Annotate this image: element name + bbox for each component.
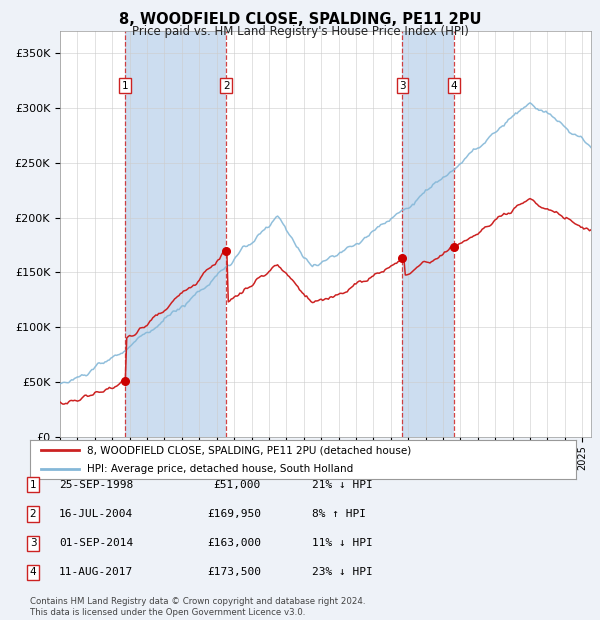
Text: 01-SEP-2014: 01-SEP-2014 xyxy=(59,538,133,548)
Text: Price paid vs. HM Land Registry's House Price Index (HPI): Price paid vs. HM Land Registry's House … xyxy=(131,25,469,38)
Text: HPI: Average price, detached house, South Holland: HPI: Average price, detached house, Sout… xyxy=(88,464,353,474)
Text: 2: 2 xyxy=(223,81,229,91)
Text: 16-JUL-2004: 16-JUL-2004 xyxy=(59,509,133,519)
Text: 8% ↑ HPI: 8% ↑ HPI xyxy=(312,509,366,519)
Text: 11% ↓ HPI: 11% ↓ HPI xyxy=(312,538,373,548)
Text: 21% ↓ HPI: 21% ↓ HPI xyxy=(312,480,373,490)
Text: £173,500: £173,500 xyxy=(207,567,261,577)
Text: £163,000: £163,000 xyxy=(207,538,261,548)
Bar xyxy=(403,31,454,437)
Text: 25-SEP-1998: 25-SEP-1998 xyxy=(59,480,133,490)
Text: £169,950: £169,950 xyxy=(207,509,261,519)
Text: £51,000: £51,000 xyxy=(214,480,261,490)
Text: Contains HM Land Registry data © Crown copyright and database right 2024.
This d: Contains HM Land Registry data © Crown c… xyxy=(30,598,365,617)
Bar xyxy=(125,31,226,437)
Text: 4: 4 xyxy=(451,81,457,91)
Text: 2: 2 xyxy=(29,509,37,519)
Text: 4: 4 xyxy=(29,567,37,577)
Text: 23% ↓ HPI: 23% ↓ HPI xyxy=(312,567,373,577)
Text: 1: 1 xyxy=(122,81,128,91)
Text: 1: 1 xyxy=(29,480,37,490)
Text: 8, WOODFIELD CLOSE, SPALDING, PE11 2PU: 8, WOODFIELD CLOSE, SPALDING, PE11 2PU xyxy=(119,12,481,27)
Text: 11-AUG-2017: 11-AUG-2017 xyxy=(59,567,133,577)
Text: 8, WOODFIELD CLOSE, SPALDING, PE11 2PU (detached house): 8, WOODFIELD CLOSE, SPALDING, PE11 2PU (… xyxy=(88,445,412,455)
Text: 3: 3 xyxy=(29,538,37,548)
Text: 3: 3 xyxy=(399,81,406,91)
